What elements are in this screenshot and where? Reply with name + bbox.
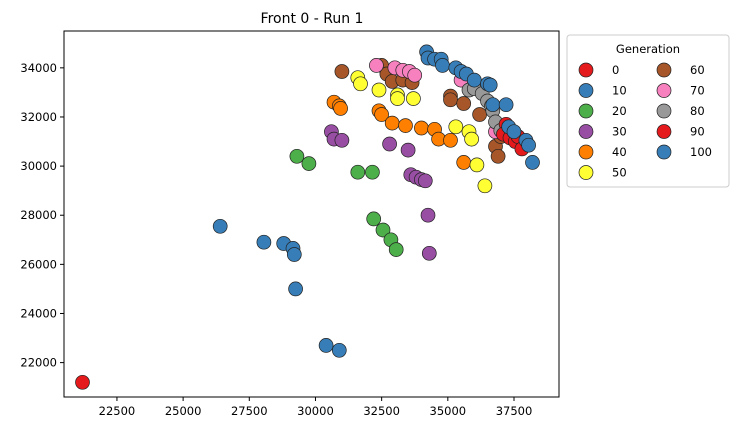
data-point-gen-10 — [288, 281, 303, 297]
legend-label-gen-100: 100 — [690, 145, 712, 159]
legend-label-gen-80: 80 — [690, 104, 705, 118]
y-axis: 22000 24000 26000 28000 30000 32000 34000 — [20, 61, 64, 370]
data-point-gen-10 — [331, 342, 347, 358]
legend-marker-gen-40 — [578, 144, 594, 160]
legend-label-gen-30: 30 — [612, 125, 627, 139]
data-point-gen-40 — [384, 115, 400, 131]
legend-marker-gen-90 — [656, 124, 672, 139]
legend-label-gen-0: 0 — [612, 63, 619, 77]
data-point-gen-50 — [464, 131, 479, 147]
data-point-gen-60 — [456, 96, 472, 111]
data-point-gen-40 — [333, 101, 348, 116]
data-point-gen-70 — [369, 58, 384, 73]
data-point-gen-30 — [334, 132, 350, 148]
legend-label-gen-50: 50 — [612, 166, 627, 180]
legend-marker-gen-70 — [656, 83, 672, 98]
data-point-gen-100 — [521, 137, 536, 153]
legend-title: Generation — [616, 42, 680, 56]
plot-frame — [63, 30, 560, 398]
data-point-gen-20 — [350, 164, 366, 180]
data-point-gen-30 — [400, 142, 416, 158]
data-point-gen-30 — [417, 173, 433, 189]
data-point-gen-50 — [371, 82, 387, 98]
legend-marker-gen-10 — [578, 83, 594, 98]
data-point-gen-100 — [506, 124, 522, 140]
legend-marker-gen-80 — [656, 103, 672, 119]
legend-label-gen-20: 20 — [612, 104, 627, 118]
data-point-gen-20 — [365, 164, 380, 180]
data-point-gen-30 — [420, 207, 436, 223]
data-point-gen-60 — [334, 64, 350, 79]
x-tick-label: 27500 — [231, 404, 268, 418]
legend-marker-gen-0 — [578, 62, 594, 78]
data-point-gen-50 — [353, 76, 368, 92]
legend-marker-gen-100 — [656, 144, 672, 160]
data-point-gen-100 — [435, 58, 450, 73]
legend-label-gen-60: 60 — [690, 63, 705, 77]
data-point-gen-100 — [482, 77, 498, 93]
y-tick-label: 30000 — [20, 159, 57, 173]
legend-label-gen-90: 90 — [690, 125, 705, 139]
y-tick-label: 24000 — [20, 306, 57, 320]
data-point-gen-40 — [443, 132, 458, 148]
y-tick-label: 28000 — [20, 208, 57, 222]
legend-marker-gen-20 — [578, 103, 594, 119]
chart-title: Front 0 - Run 1 — [261, 11, 364, 27]
data-point-gen-40 — [456, 155, 472, 170]
data-point-gen-10 — [256, 234, 272, 250]
points-layer — [75, 44, 540, 390]
data-point-gen-60 — [472, 107, 487, 122]
data-point-gen-10 — [286, 247, 302, 262]
data-point-gen-60 — [490, 148, 506, 164]
data-point-gen-20 — [388, 242, 404, 257]
data-point-gen-50 — [390, 91, 405, 106]
data-point-gen-70 — [407, 67, 423, 83]
data-point-gen-20 — [366, 211, 382, 227]
x-tick-label: 22500 — [99, 404, 136, 418]
y-tick-label: 26000 — [20, 257, 57, 271]
legend-label-gen-10: 10 — [612, 84, 627, 98]
x-tick-label: 32500 — [363, 404, 400, 418]
y-tick-label: 34000 — [20, 61, 57, 75]
x-tick-label: 30000 — [297, 404, 334, 418]
data-point-gen-100 — [525, 155, 540, 170]
data-point-gen-20 — [301, 156, 317, 171]
legend-marker-gen-50 — [578, 165, 594, 180]
data-point-gen-40 — [374, 107, 389, 122]
data-point-gen-100 — [485, 97, 501, 113]
data-point-gen-50 — [448, 119, 464, 135]
data-point-gen-100 — [498, 97, 514, 113]
data-point-gen-50 — [406, 91, 421, 106]
x-tick-label: 35000 — [430, 404, 467, 418]
legend-marker-gen-60 — [656, 62, 672, 78]
y-tick-label: 22000 — [20, 356, 57, 370]
data-point-gen-20 — [289, 148, 305, 164]
legend-marker-gen-30 — [578, 124, 594, 139]
x-tick-label: 37500 — [496, 404, 533, 418]
legend-box — [566, 34, 730, 188]
x-tick-label: 25000 — [165, 404, 202, 418]
legend-label-gen-70: 70 — [690, 84, 705, 98]
data-point-gen-60 — [443, 92, 458, 108]
data-point-gen-20 — [375, 222, 391, 238]
data-point-gen-10 — [318, 338, 334, 353]
data-point-gen-40 — [398, 118, 413, 133]
data-point-gen-30 — [382, 136, 397, 152]
y-tick-label: 32000 — [20, 110, 57, 124]
data-point-gen-50 — [477, 178, 493, 194]
data-point-gen-100 — [466, 72, 482, 88]
x-axis: 22500 25000 27500 30000 32500 35000 37500 — [99, 397, 533, 418]
data-point-gen-50 — [469, 157, 485, 173]
legend: Generation 0 10 20 30 40 50 60 70 80 90 100 — [566, 34, 730, 188]
legend-label-gen-40: 40 — [612, 145, 627, 159]
data-point-gen-0 — [75, 374, 90, 390]
data-point-gen-40 — [414, 120, 429, 136]
data-point-gen-30 — [421, 245, 437, 261]
data-point-gen-10 — [212, 218, 228, 234]
